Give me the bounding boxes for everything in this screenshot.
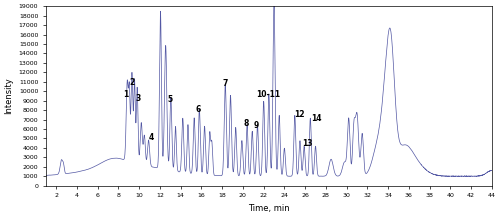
Text: 2: 2 — [130, 78, 134, 87]
Text: 6: 6 — [196, 105, 201, 114]
Text: 8: 8 — [244, 119, 248, 128]
Text: 4: 4 — [149, 133, 154, 142]
Text: 12: 12 — [294, 110, 304, 118]
Text: 7: 7 — [222, 79, 228, 88]
Text: 3: 3 — [135, 94, 140, 104]
Y-axis label: Intensity: Intensity — [4, 77, 13, 114]
Text: 1: 1 — [123, 90, 128, 99]
X-axis label: Time, min: Time, min — [248, 204, 290, 213]
Text: 5: 5 — [168, 95, 173, 104]
Text: 13: 13 — [302, 139, 312, 148]
Text: 9: 9 — [254, 121, 259, 130]
Text: 14: 14 — [312, 114, 322, 123]
Text: 10-11: 10-11 — [256, 90, 280, 99]
